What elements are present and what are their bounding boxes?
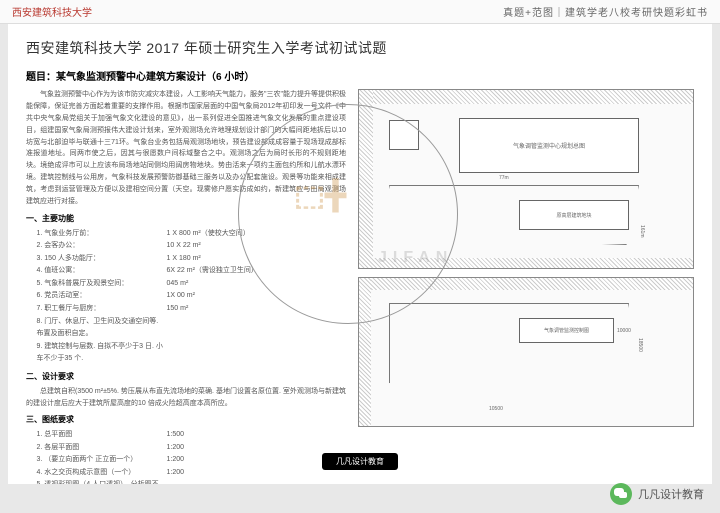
- header-university: 西安建筑科技大学: [12, 4, 92, 19]
- wechat-badge: 几凡设计教育: [610, 483, 704, 505]
- function-item: 1. 气象业务厅前：1 X 800 m²（使校大空间）: [37, 228, 347, 241]
- function-item: 5. 气象科普展厅及观景空间：045 m²: [37, 278, 347, 291]
- dim-b1: 10500: [489, 406, 503, 412]
- function-item: 3. 150 人多功能厅：1 X 180 m²: [37, 253, 347, 266]
- section-3-label: 三、图纸要求: [26, 413, 346, 427]
- dim-a1: 77m: [499, 175, 509, 181]
- function-item: 7. 职工餐厅与厨房：150 m²: [37, 303, 347, 316]
- function-item: 2. 会客办公：10 X 22 m²: [37, 240, 347, 253]
- page-header: 西安建筑科技大学 真题+范图｜建筑学老八校考研快题彩虹书: [0, 0, 720, 24]
- plan-b-label: 气象调管监测控制图: [519, 318, 614, 343]
- bottom-bar: 几凡设计教育: [8, 453, 712, 470]
- site-plan-a: 气象调管监测中心规划总图 原高层建筑地块 77m 161m: [358, 89, 694, 269]
- drawing-item: 1. 总平面图1:500: [37, 429, 347, 442]
- plan-a-block2: 原高层建筑地块: [519, 200, 629, 230]
- drawing-item: 5. 透视彩现图（4 人口透视）、分析图不束。: [37, 479, 347, 484]
- function-item: 4. 值班公寓：6X 22 m²（需设独立卫生间）: [37, 265, 347, 278]
- document-page: 西安建筑科技大学 2017 年硕士研究生入学考试初试试题 题目：某气象监测预警中…: [8, 24, 712, 484]
- intro-paragraph: 气象监测预警中心作为为该市防灾减灾本建设，人工影响天气能力，服务"三农"能力提升…: [26, 89, 346, 208]
- plan-a-label: 气象调管监测中心规划总图: [459, 118, 639, 173]
- dim-b2: 18500: [637, 338, 643, 352]
- section-2-label: 二、设计要求: [26, 370, 346, 384]
- dim-a2: 161m: [639, 225, 645, 238]
- function-item: 6. 党员活动室：1X 00 m²: [37, 290, 347, 303]
- function-list: 1. 气象业务厅前：1 X 800 m²（使校大空间）2. 会客办公：10 X …: [26, 228, 346, 367]
- page-title: 西安建筑科技大学 2017 年硕士研究生入学考试初试试题: [26, 38, 694, 58]
- site-plan-b: 气象调管监测控制图 10500 18500 10000: [358, 277, 694, 427]
- design-req-para: 总建筑自积(3500 m²±5%. 势压展从布直先流场地的菜确. 基地门设置名原…: [26, 386, 346, 410]
- function-item: 8. 门厅、休息厅、卫生间及交通空间等. 布置及面积自定。: [37, 316, 347, 341]
- section-1-label: 一、主要功能: [26, 212, 346, 226]
- diagram-column: 气象调管监测中心规划总图 原高层建筑地块 77m 161m 气象调管监测控制图 …: [358, 89, 694, 484]
- wechat-account-name: 几凡设计教育: [638, 486, 704, 502]
- dim-b3: 10000: [617, 328, 631, 334]
- problem-title: 题目：某气象监测预警中心建筑方案设计（6 小时）: [26, 68, 694, 83]
- function-item: 9. 建筑控制与层数. 自拟不亭少于3 日. 小车不少于35 个.: [37, 341, 347, 366]
- brand-pill: 几凡设计教育: [322, 453, 398, 470]
- text-column: 气象监测预警中心作为为该市防灾减灾本建设，人工影响天气能力，服务"三农"能力提升…: [26, 89, 346, 484]
- content-columns: 气象监测预警中心作为为该市防灾减灾本建设，人工影响天气能力，服务"三农"能力提升…: [26, 89, 694, 484]
- header-booktitle: 真题+范图｜建筑学老八校考研快题彩虹书: [503, 4, 708, 19]
- wechat-icon: [610, 483, 632, 505]
